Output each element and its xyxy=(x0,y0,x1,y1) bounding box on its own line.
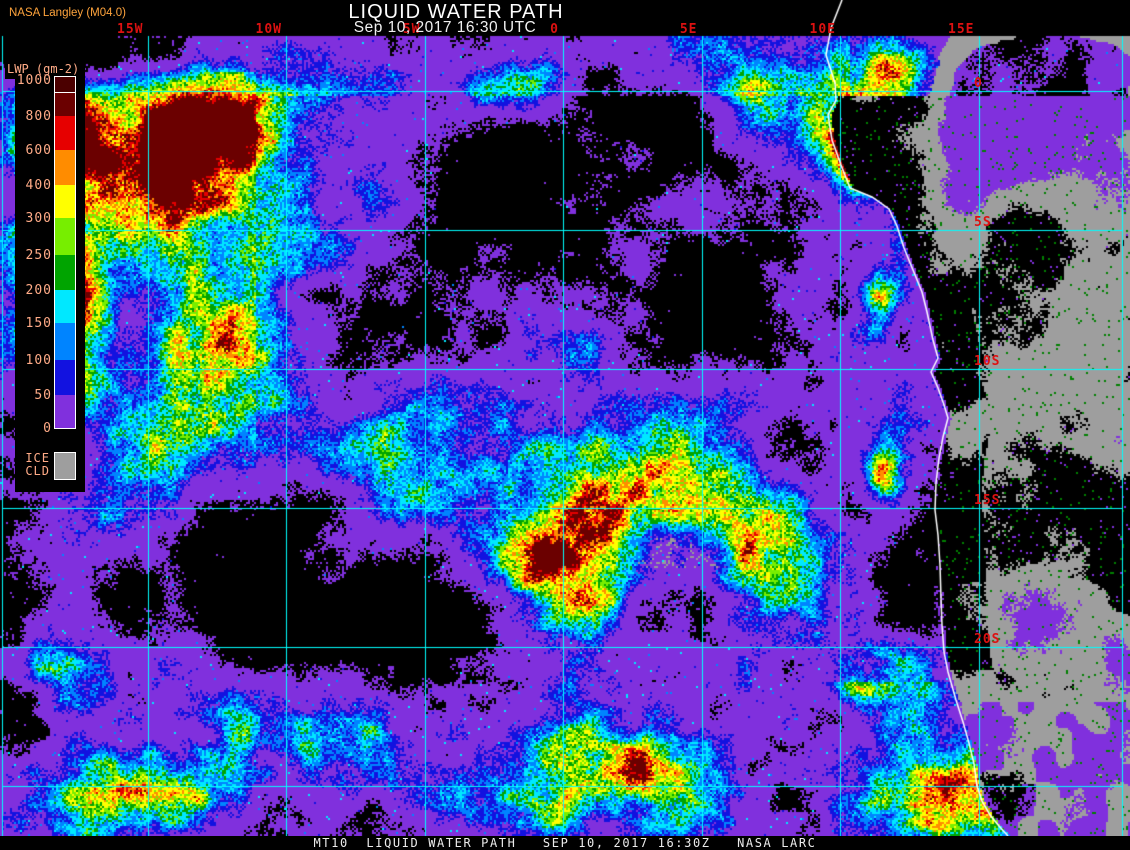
page-title: LIQUID WATER PATH xyxy=(348,1,564,23)
colorbar-segment xyxy=(55,395,75,428)
colorbar-tick-label: 600 xyxy=(25,143,52,158)
lat-tick-label: 15S xyxy=(974,493,1001,508)
ice-cloud-swatch xyxy=(54,452,76,480)
colorbar-tick-label: 100 xyxy=(25,353,52,368)
lat-tick-label: 10S xyxy=(974,354,1001,369)
datetime-label: Sep 10, 2017 16:30 UTC xyxy=(353,19,537,36)
lon-tick-label: 5W xyxy=(402,22,421,37)
footer-caption: MT10 LIQUID WATER PATH SEP 10, 2017 16:3… xyxy=(313,836,817,850)
colorbar-segment xyxy=(55,323,75,360)
colorbar-segment xyxy=(55,116,75,150)
colorbar-tick-label: 800 xyxy=(25,109,52,124)
lon-tick-label: 5E xyxy=(679,22,698,37)
colorbar-tick-label: 200 xyxy=(25,283,52,298)
legend-title: LWP (gm-2) xyxy=(7,62,80,76)
colorbar-segment xyxy=(55,218,75,255)
ice-cloud-label: ICE xyxy=(25,451,50,465)
colorbar-tick-label: 400 xyxy=(25,178,52,193)
colorbar-segment xyxy=(55,255,75,290)
lat-tick-label: 20S xyxy=(974,632,1001,647)
colorbar-tick-label: 250 xyxy=(25,248,52,263)
legend-backing xyxy=(5,58,85,79)
lon-tick-label: 15E xyxy=(948,22,975,37)
colorbar-tick-label: 300 xyxy=(25,211,52,226)
lon-tick-label: 15W xyxy=(117,22,144,37)
colorbar-tick-label: 150 xyxy=(25,316,52,331)
ice-cloud-label: CLD xyxy=(25,464,50,478)
colorbar-tick-label: 1000 xyxy=(16,73,52,88)
colorbar-frame xyxy=(54,92,76,429)
colorbar-segment xyxy=(55,150,75,185)
lon-tick-label: 0 xyxy=(550,22,559,37)
colorbar-tick-label: 0 xyxy=(43,421,52,436)
lat-tick-label: 0 xyxy=(974,76,983,91)
colorbar-segment xyxy=(55,185,75,218)
colorbar-tick-label: 50 xyxy=(34,388,52,403)
colorbar-segment xyxy=(55,93,75,116)
lat-tick-label: 5S xyxy=(974,215,992,230)
lon-tick-label: 10W xyxy=(255,22,282,37)
colorbar-segment xyxy=(55,290,75,323)
colorbar-segment xyxy=(55,360,75,395)
footer-caption-bar: MT10 LIQUID WATER PATH SEP 10, 2017 16:3… xyxy=(0,836,1130,850)
credit-label: NASA Langley (M04.0) xyxy=(9,7,126,19)
lon-tick-label: 10E xyxy=(809,22,836,37)
